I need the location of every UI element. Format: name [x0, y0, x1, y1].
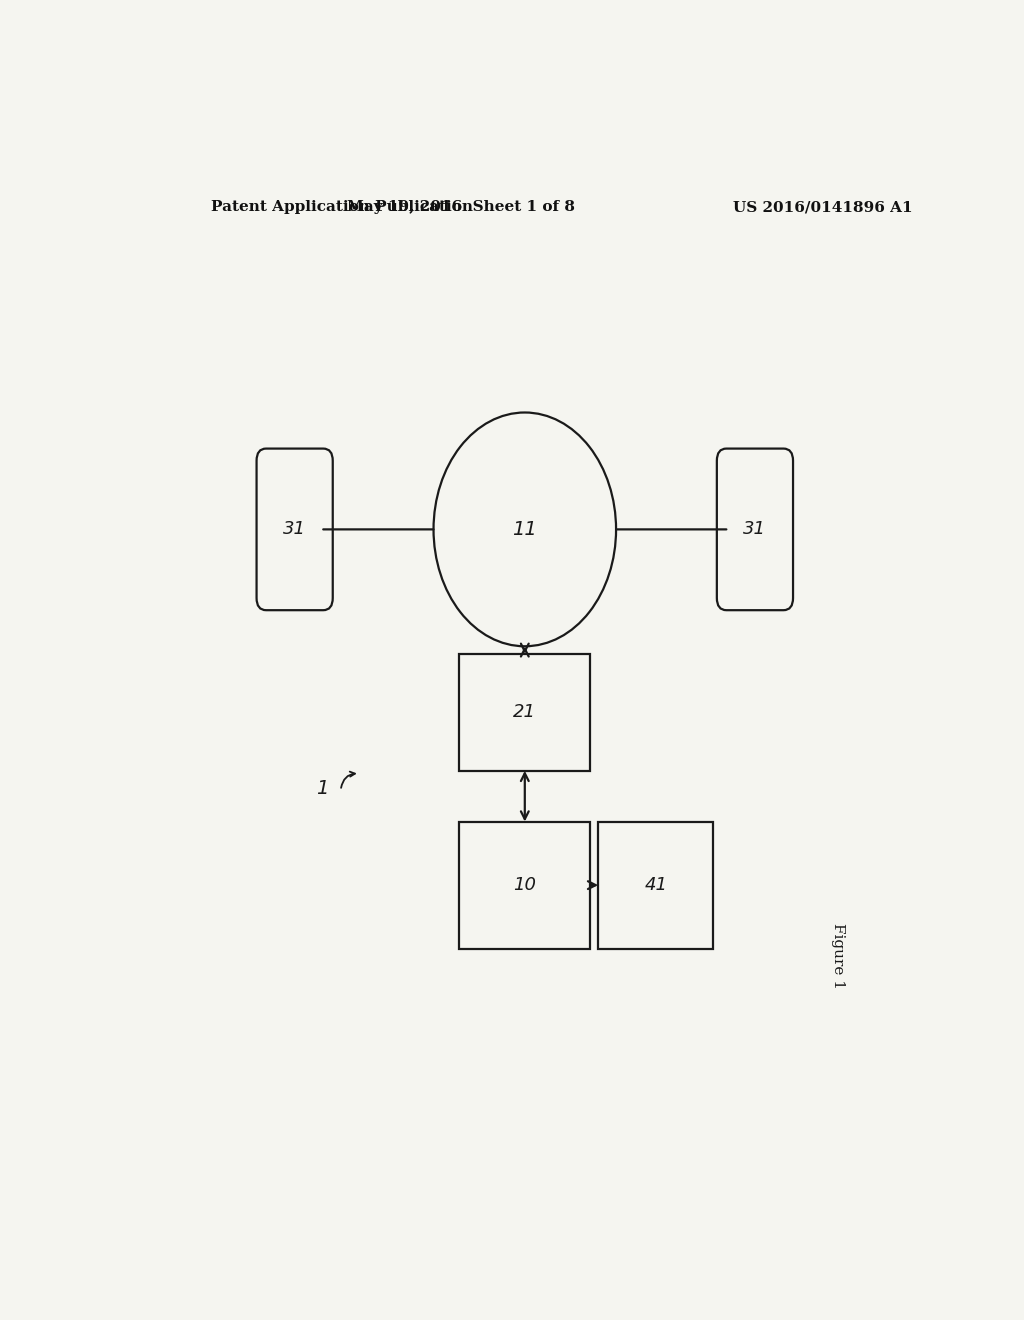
- Text: Patent Application Publication: Patent Application Publication: [211, 201, 473, 214]
- Text: 11: 11: [512, 520, 538, 539]
- Bar: [460, 653, 590, 771]
- Text: May 19, 2016  Sheet 1 of 8: May 19, 2016 Sheet 1 of 8: [347, 201, 575, 214]
- Text: Figure 1: Figure 1: [831, 923, 845, 989]
- Bar: [598, 821, 714, 949]
- Text: US 2016/0141896 A1: US 2016/0141896 A1: [732, 201, 912, 214]
- Text: 31: 31: [743, 520, 766, 539]
- Text: 10: 10: [513, 876, 537, 894]
- Text: 41: 41: [644, 876, 668, 894]
- Text: 31: 31: [284, 520, 306, 539]
- Bar: [460, 821, 590, 949]
- Text: 21: 21: [513, 704, 537, 721]
- Text: 1: 1: [316, 779, 329, 799]
